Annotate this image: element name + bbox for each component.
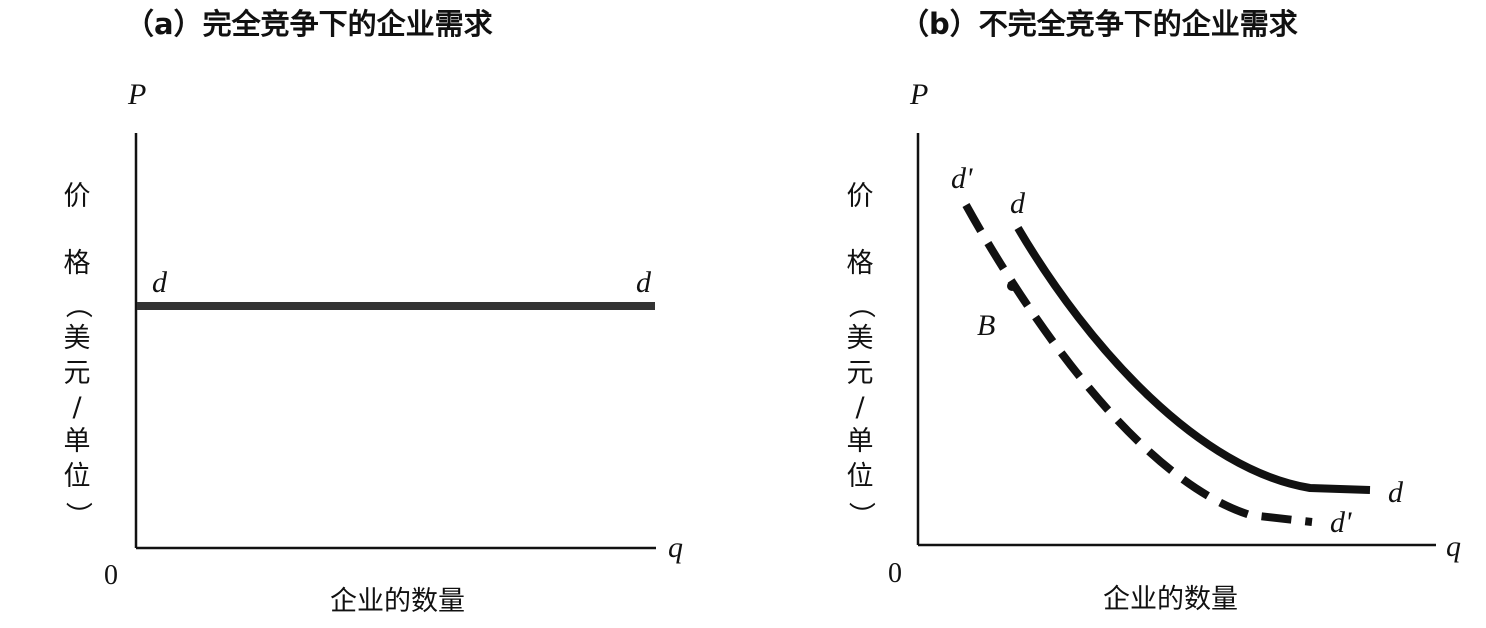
panel-b-curve-d-prime bbox=[962, 203, 1313, 526]
panel-a: （a）完全竞争下的企业需求 P q 0 企业的数量 价格 （ 美元/单位 ） d d bbox=[62, 7, 683, 617]
panel-b-point-b-label: B bbox=[977, 309, 995, 342]
panel-b-point-b bbox=[1007, 281, 1017, 291]
panel-a-x-symbol: q bbox=[668, 531, 683, 564]
panel-a-title: （a）完全竞争下的企业需求 bbox=[125, 7, 493, 41]
ylabel-char: / bbox=[72, 392, 82, 423]
ylabel-char: 美 bbox=[847, 323, 874, 354]
ylabel-char: ） bbox=[845, 502, 876, 529]
ylabel-char: / bbox=[855, 392, 865, 423]
ylabel-char: 位 bbox=[64, 461, 91, 492]
ylabel-char: 单 bbox=[64, 426, 91, 457]
ylabel-char: （ bbox=[845, 292, 876, 319]
panel-b: （b）不完全竞争下的企业需求 P q 0 企业的数量 价格（美元/单位） d' … bbox=[845, 7, 1461, 615]
panel-b-ylabel: 价格 （ 美元/单位 ） bbox=[845, 181, 876, 529]
ylabel-char: ） bbox=[62, 502, 93, 529]
ylabel-char: 格 bbox=[847, 248, 874, 279]
panel-b-xlabel: 企业的数量 bbox=[1103, 584, 1238, 615]
ylabel-char: 单 bbox=[847, 426, 874, 457]
ylabel-char: （ bbox=[62, 292, 93, 319]
ylabel-char: 格 bbox=[64, 248, 91, 279]
ylabel-char: 位 bbox=[847, 461, 874, 492]
panel-a-origin: 0 bbox=[104, 560, 118, 591]
panel-b-title: （b）不完全竞争下的企业需求 bbox=[900, 7, 1298, 41]
ylabel-char: 元 bbox=[847, 358, 874, 389]
ylabel-char: 美 bbox=[64, 323, 91, 354]
ylabel-char: 价 bbox=[64, 181, 91, 212]
panel-a-curve-d-end-label: d bbox=[636, 266, 652, 299]
panel-a-xlabel: 企业的数量 bbox=[330, 586, 465, 617]
panel-b-curve-d-prime-end-label: d' bbox=[1330, 506, 1352, 539]
panel-a-y-symbol: P bbox=[127, 78, 146, 111]
panel-a-curve-d-start-label: d bbox=[152, 266, 168, 299]
ylabel-char: 元 bbox=[64, 358, 91, 389]
panel-b-curve-d-end-label: d bbox=[1388, 476, 1404, 509]
ylabel-char: 价 bbox=[847, 181, 874, 212]
panel-a-ylabel: 价格 （ 美元/单位 ） bbox=[62, 181, 93, 529]
panel-b-origin: 0 bbox=[888, 558, 902, 589]
panel-b-y-symbol: P bbox=[909, 78, 928, 111]
panel-b-curve-d-prime-start-label: d' bbox=[951, 162, 973, 195]
panel-b-x-symbol: q bbox=[1446, 530, 1461, 563]
panel-b-curve-d-start-label: d bbox=[1010, 187, 1026, 220]
panel-b-curve-d bbox=[1014, 225, 1371, 494]
